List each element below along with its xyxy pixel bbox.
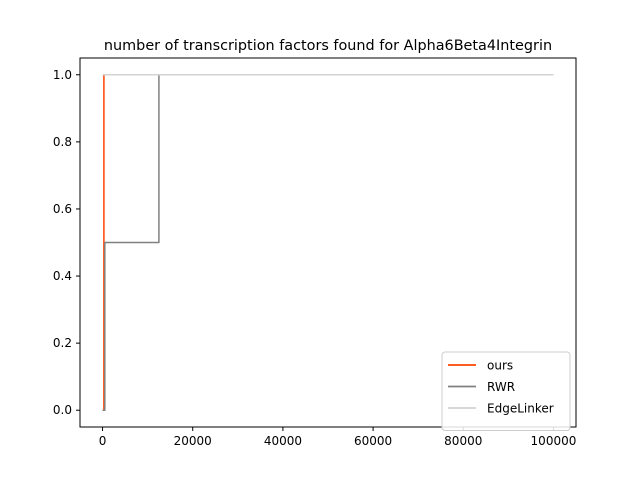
legend: ours RWR EdgeLinker (441, 351, 571, 431)
legend-label: ours (487, 359, 513, 373)
y-tick-label: 0.8 (53, 135, 72, 149)
y-axis: 0.0 0.2 0.4 0.6 0.8 1.0 (53, 68, 80, 417)
legend-frame (441, 351, 571, 431)
legend-label: EdgeLinker (487, 402, 554, 416)
x-tick-label: 40000 (264, 434, 302, 448)
x-tick-label: 60000 (354, 434, 392, 448)
x-tick-label: 20000 (174, 434, 212, 448)
y-tick-label: 0.2 (53, 336, 72, 350)
x-tick-label: 80000 (444, 434, 482, 448)
chart-title: number of transcription factors found fo… (104, 38, 552, 54)
series-layer (102, 74, 554, 411)
y-tick-label: 0.6 (53, 202, 72, 216)
y-tick-label: 1.0 (53, 68, 72, 82)
plot-area-frame (79, 57, 577, 428)
legend-label: RWR (487, 380, 515, 394)
x-axis: 0 20000 40000 60000 80000 100000 (99, 427, 577, 448)
y-tick-label: 0.4 (53, 269, 72, 283)
x-tick-label: 0 (99, 434, 107, 448)
y-tick-label: 0.0 (53, 403, 72, 417)
x-tick-label: 100000 (531, 434, 577, 448)
